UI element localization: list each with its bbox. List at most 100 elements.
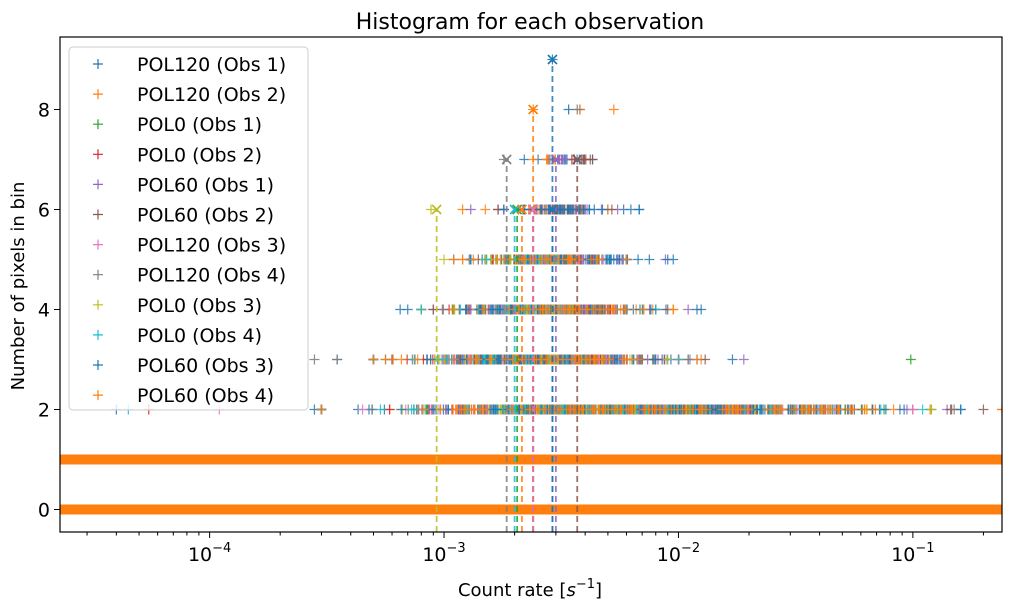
data-point <box>978 404 989 415</box>
data-point <box>626 404 637 415</box>
plot-marks <box>60 54 1002 515</box>
data-point <box>662 354 673 365</box>
chart-title: Histogram for each observation <box>356 10 705 35</box>
data-point <box>93 239 103 250</box>
data-point <box>460 304 471 315</box>
legend: POL120 (Obs 1) POL120 (Obs 2) POL0 (Obs 1)… <box>68 46 309 411</box>
x-tick-exponent: −1 <box>915 541 934 556</box>
dense-band <box>60 504 1002 515</box>
data-point <box>834 404 845 415</box>
data-point <box>93 89 103 100</box>
data-point <box>519 154 530 165</box>
legend-item: POL0 (Obs 3) <box>93 295 262 317</box>
peak-marker <box>509 204 520 215</box>
legend-item: POL60 (Obs 2) <box>93 205 274 227</box>
data-point <box>448 354 459 365</box>
data-point <box>309 354 320 365</box>
legend-label: POL120 (Obs 4) <box>137 265 286 287</box>
data-point <box>488 404 499 415</box>
data-point <box>396 404 407 415</box>
data-point <box>561 304 572 315</box>
y-axis: 0 2 4 6 8 <box>38 100 60 522</box>
data-point <box>578 204 589 215</box>
data-point <box>540 304 551 315</box>
data-point <box>845 404 856 415</box>
data-point <box>425 354 436 365</box>
legend-item: POL0 (Obs 1) <box>93 114 262 136</box>
data-point <box>997 404 1002 415</box>
data-point <box>93 390 103 401</box>
data-point <box>617 354 628 365</box>
data-point <box>955 404 966 415</box>
x-tick-exponent: −3 <box>447 541 466 556</box>
y-tick-label: 6 <box>38 200 50 222</box>
data-point <box>859 404 870 415</box>
data-point <box>650 404 661 415</box>
data-point <box>519 254 530 265</box>
legend-label: POL0 (Obs 4) <box>137 325 262 347</box>
data-point <box>478 404 489 415</box>
data-point <box>762 404 773 415</box>
data-point <box>368 354 379 365</box>
data-point <box>93 179 103 190</box>
data-point <box>582 304 593 315</box>
data-point <box>93 119 103 130</box>
data-point <box>451 404 462 415</box>
x-tick-label: 10−2 <box>657 541 700 566</box>
data-point <box>503 304 514 315</box>
data-point <box>448 304 459 315</box>
x-axis-label-sup: −1 <box>576 577 595 592</box>
x-axis-label-var: s <box>566 580 575 601</box>
peak-marker <box>547 204 558 215</box>
data-point <box>917 404 928 415</box>
data-point <box>632 354 643 365</box>
peak-marker <box>550 154 561 165</box>
data-point <box>727 354 738 365</box>
data-point <box>484 354 495 365</box>
data-point <box>448 254 459 265</box>
data-point <box>418 404 429 415</box>
data-point <box>375 404 386 415</box>
data-point <box>692 354 703 365</box>
data-point <box>683 354 694 365</box>
data-point <box>556 154 567 165</box>
data-point <box>687 404 698 415</box>
data-point <box>572 104 583 115</box>
peak-marker <box>572 154 583 165</box>
data-point <box>93 269 103 280</box>
data-point <box>536 254 547 265</box>
legend-box <box>68 46 309 411</box>
data-point <box>563 104 574 115</box>
data-point <box>578 404 589 415</box>
y-tick-label: 2 <box>38 400 50 422</box>
data-point <box>620 304 631 315</box>
legend-label: POL60 (Obs 2) <box>137 205 274 227</box>
data-point <box>774 404 785 415</box>
data-point <box>437 304 448 315</box>
data-point <box>638 304 649 315</box>
legend-item: POL0 (Obs 4) <box>93 325 262 347</box>
data-point <box>692 304 703 315</box>
legend-label: POL120 (Obs 3) <box>137 235 286 257</box>
data-point <box>481 254 492 265</box>
series-11 <box>60 254 1002 515</box>
data-point <box>93 149 103 160</box>
data-point <box>384 404 395 415</box>
legend-item: POL60 (Obs 3) <box>93 355 274 377</box>
y-tick-label: 0 <box>38 500 50 522</box>
data-point <box>621 254 632 265</box>
data-point <box>468 254 479 265</box>
data-point <box>472 354 483 365</box>
x-tick-label: 10−4 <box>188 541 231 566</box>
data-point <box>673 354 684 365</box>
data-point <box>93 329 103 340</box>
data-point <box>888 404 899 415</box>
data-point <box>457 254 468 265</box>
data-point <box>798 404 809 415</box>
legend-label: POL0 (Obs 1) <box>137 114 262 136</box>
data-point <box>563 254 574 265</box>
data-point <box>426 204 437 215</box>
legend-item: POL60 (Obs 1) <box>93 174 274 196</box>
peak-lines <box>431 54 583 532</box>
